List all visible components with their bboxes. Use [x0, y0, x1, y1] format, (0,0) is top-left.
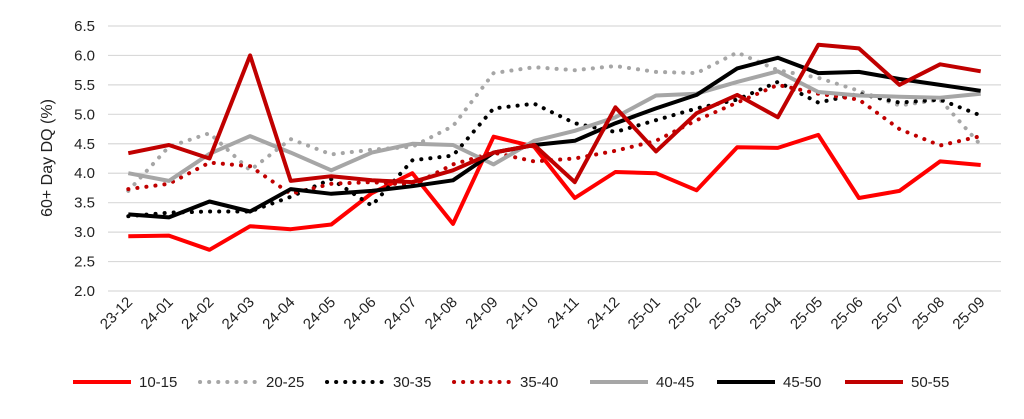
x-tick-label: 24-03 — [219, 294, 258, 333]
x-tick-label: 25-06 — [828, 294, 867, 333]
y-tick-label: 6.0 — [74, 47, 95, 64]
x-tick-label: 24-05 — [300, 294, 339, 333]
x-tick-label: 25-07 — [868, 294, 907, 333]
x-tick-label: 25-02 — [665, 294, 704, 333]
series-line-45-50 — [128, 55, 981, 220]
x-tick-label: 24-12 — [584, 294, 623, 333]
series-line-40-45 — [127, 69, 981, 183]
legend-label: 20-25 — [266, 374, 304, 391]
y-tick-label: 4.0 — [74, 165, 95, 182]
y-tick-label: 4.5 — [74, 136, 95, 153]
y-tick-label: 5.5 — [74, 77, 95, 94]
y-tick-label: 5.0 — [74, 106, 95, 123]
x-tick-label: 24-09 — [462, 294, 501, 333]
x-tick-label: 24-11 — [544, 294, 582, 332]
x-tick-label: 25-01 — [625, 294, 664, 333]
x-tick-label: 25-04 — [746, 294, 785, 333]
legend-label: 40-45 — [656, 374, 694, 391]
x-tick-label: 25-05 — [787, 294, 826, 333]
y-tick-label: 3.0 — [74, 224, 95, 241]
series-line-10-15 — [128, 132, 981, 252]
y-tick-label: 6.5 — [74, 18, 95, 35]
x-tick-label: 24-01 — [138, 294, 177, 333]
x-tick-label: 24-10 — [503, 294, 542, 333]
y-tick-label: 3.5 — [74, 195, 95, 212]
x-tick-label: 25-09 — [949, 294, 988, 333]
y-axis-title: 60+ Day DQ (%) — [39, 99, 56, 217]
y-axis-ticks: 2.0 2.5 3.0 3.5 4.0 4.5 5.0 5.5 6.0 6.5 — [74, 18, 95, 300]
x-tick-label: 24-04 — [259, 294, 298, 333]
legend-label: 35-40 — [520, 374, 558, 391]
legend: 10-15 20-25 30-35 35-40 40-45 45-50 50-55 — [73, 374, 949, 391]
series-line-20-25 — [126, 50, 983, 193]
series-lines — [126, 42, 983, 252]
x-tick-label: 25-03 — [706, 294, 745, 333]
x-tick-label: 23-12 — [97, 294, 136, 333]
x-tick-label: 24-02 — [178, 294, 217, 333]
legend-label: 45-50 — [783, 374, 821, 391]
x-tick-label: 24-06 — [341, 294, 380, 333]
series-line-30-35 — [126, 79, 983, 219]
series-line-50-55 — [127, 42, 982, 185]
gridlines — [108, 25, 1001, 292]
x-axis-ticks: 23-12 24-01 24-02 24-03 24-04 24-05 24-06 24-07… — [97, 294, 989, 333]
x-tick-label: 25-08 — [909, 294, 948, 333]
x-tick-label: 24-08 — [422, 294, 461, 333]
legend-label: 30-35 — [393, 374, 431, 391]
legend-label: 50-55 — [911, 374, 949, 391]
x-tick-label: 24-07 — [381, 294, 420, 333]
legend-label: 10-15 — [139, 374, 177, 391]
y-tick-label: 2.5 — [74, 254, 95, 271]
y-tick-label: 2.0 — [74, 283, 95, 300]
